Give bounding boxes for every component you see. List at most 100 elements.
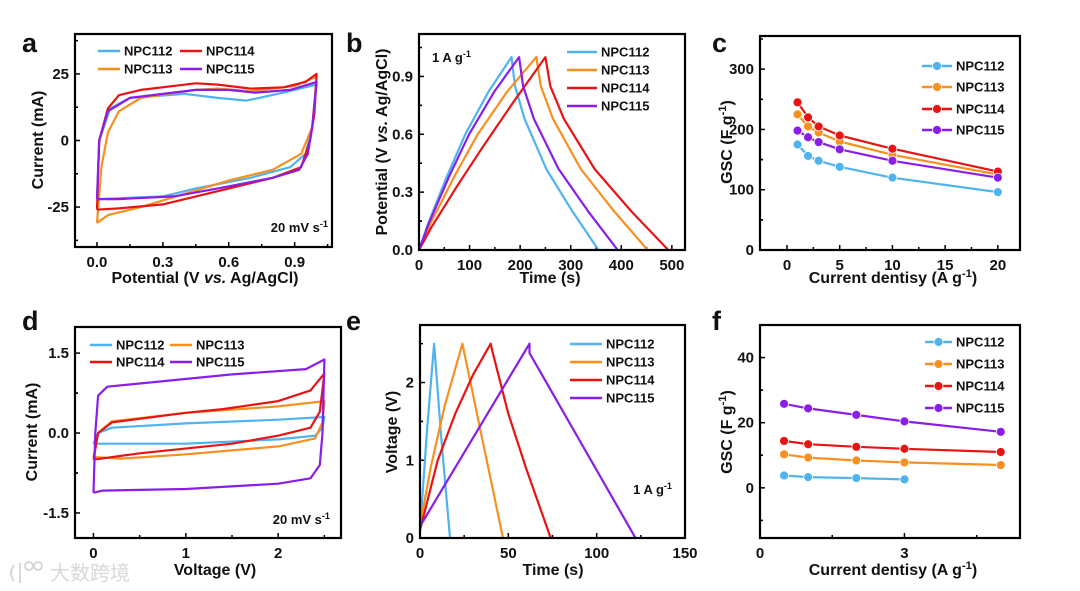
legend-item-NPC115: NPC115 [180,62,254,77]
data-point-NPC114 [887,143,898,154]
data-point-NPC114 [803,112,813,123]
legend-label: NPC114 [206,44,255,59]
data-point-NPC113 [851,455,862,466]
x-tick-label: 0 [416,545,424,562]
data-point-NPC114 [813,121,824,132]
y-tick-label: 100 [729,182,754,199]
x-tick-label: 15 [937,257,954,274]
chart-panel-d: d 0 1 2 -1.5 0.0 1.5 Voltage (V) Current (mA) NPC… [22,306,343,579]
x-axis-title: Potential (V vs. Ag/AgCl) [112,270,299,287]
legend-label: NPC114 [601,81,650,96]
data-point-NPC115 [779,398,789,409]
series-line-NPC115 [796,129,999,179]
legend-label: NPC112 [606,337,654,352]
y-tick-label: 0.6 [392,126,413,143]
y-tick-label: 0 [406,530,414,547]
text-segment: -1 [717,395,729,405]
axes-frame [758,34,1022,252]
data-point-NPC112 [813,155,824,166]
data-point-NPC112 [899,474,910,485]
series-line-NPC112 [419,56,600,250]
legend-label: NPC115 [956,401,1004,416]
data-point-NPC113 [792,109,803,120]
series-line-NPC112 [95,83,318,201]
y-tick-label: -1.5 [43,505,69,522]
y-axis-title: Current (mA) [30,91,47,190]
text-segment: Voltage (V) [384,391,401,473]
data-point-NPC115 [992,172,1003,183]
legend-item-NPC112: NPC112 [925,335,1004,350]
panel-label: a [22,28,38,58]
text-segment: Current (mA) [24,383,41,482]
text-segment: -1 [664,481,672,491]
legend-item-NPC115: NPC115 [570,391,654,406]
x-axis-title: Time (s) [522,562,583,579]
plot-area [420,342,637,538]
legend: NPC112 NPC113 NPC114 NPC115 [90,338,244,370]
data-point-NPC112 [992,187,1003,198]
legend-item-NPC113: NPC113 [922,80,1004,95]
text-segment: 1 A g [432,50,463,65]
text-segment: Time (s) [522,562,583,579]
watermark: 大数跨境 [10,561,130,585]
series-line-NPC113 [783,453,1001,467]
text-segment: -1 [322,511,330,521]
x-tick-label: 0.9 [284,254,305,271]
x-axis-title: Time (s) [519,270,580,287]
x-tick-label: 150 [672,545,697,562]
legend-item-NPC113: NPC113 [98,62,172,77]
legend: NPC112 NPC113 NPC114 NPC115 [922,59,1005,138]
legend-item-NPC114: NPC114 [922,102,1005,117]
text-segment: ) [972,562,977,579]
legend-label: NPC115 [206,62,254,77]
legend-label: NPC114 [606,373,655,388]
data-point-NPC112 [834,161,845,172]
watermark-logo-icon [10,561,43,583]
text-segment: Ag/AgCl) [374,49,391,121]
y-tick-label: 0.0 [48,425,69,442]
legend-item-NPC115: NPC115 [170,355,244,370]
series-line-NPC114 [783,439,1001,454]
data-point-NPC115 [887,155,898,166]
legend-label: NPC112 [956,59,1004,74]
y-tick-label: 2 [406,375,414,392]
annotation: 20 mV s-1 [271,219,328,235]
panel-label: e [346,306,361,336]
data-point-NPC113 [995,460,1006,470]
x-tick-label: 5 [836,257,844,274]
chart-panel-b: b 0 100 200 300 400 500 0.0 0.3 0.6 0.9 Time (s) Pot… [346,28,687,287]
plot-area [419,56,670,250]
text-segment: -1 [962,268,972,280]
axes-frame [73,32,334,249]
series-line-NPC114 [92,372,326,461]
legend-label: NPC112 [124,44,172,59]
text-segment: Ag/AgCl) [226,270,298,287]
y-tick-label: 0 [746,480,754,497]
x-tick-label: 2 [274,545,282,562]
y-tick-label: -25 [47,199,69,216]
text-segment: Potential (V [112,270,204,287]
axes-frame [417,32,687,252]
legend-label: NPC113 [124,62,172,77]
text-segment: vs. [374,121,391,143]
data-point-NPC114 [803,439,814,450]
data-point-NPC115 [803,403,814,414]
x-tick-label: 400 [609,257,634,274]
x-tick-label: 10 [884,257,901,274]
x-tick-label: 100 [584,545,609,562]
annotation: 1 A g-1 [432,49,471,65]
legend-label: NPC112 [956,335,1004,350]
x-axis-title: Voltage (V) [174,562,256,579]
text-segment: Potential (V [374,143,391,235]
data-point-NPC115 [995,426,1006,437]
x-tick-label: 0 [89,545,97,562]
x-tick-label: 0 [783,257,791,274]
legend-item-NPC113: NPC113 [925,357,1004,372]
y-tick-label: 0.9 [392,68,413,85]
legend-label: NPC114 [956,379,1005,394]
y-tick-label: 0.3 [392,184,413,201]
legend-item-NPC115: NPC115 [922,123,1004,138]
legend-item-NPC114: NPC114 [567,81,650,96]
